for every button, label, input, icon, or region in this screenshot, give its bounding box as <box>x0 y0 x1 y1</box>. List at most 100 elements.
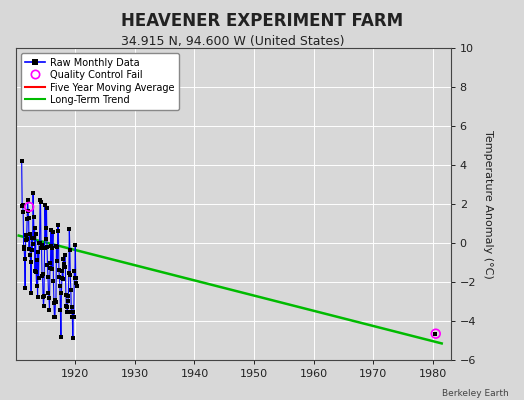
Point <box>54 227 62 234</box>
Point <box>59 276 67 282</box>
Point <box>38 271 47 277</box>
Point <box>35 240 43 246</box>
Point <box>49 229 57 236</box>
Point <box>51 314 59 321</box>
Point <box>63 298 72 304</box>
Point <box>58 275 66 281</box>
Point <box>35 275 43 281</box>
Point <box>36 197 44 204</box>
Point <box>69 309 78 315</box>
Point <box>31 231 40 237</box>
Point <box>19 244 28 250</box>
Point <box>50 314 59 320</box>
Point <box>34 294 42 300</box>
Point <box>67 309 75 315</box>
Point <box>24 197 32 204</box>
Point <box>65 226 73 232</box>
Point <box>70 268 79 275</box>
Point <box>23 216 31 222</box>
Title: 34.915 N, 94.600 W (United States): 34.915 N, 94.600 W (United States) <box>122 35 345 48</box>
Point <box>27 235 36 241</box>
Point <box>45 295 53 301</box>
Point <box>40 293 48 299</box>
Point <box>27 290 35 296</box>
Point <box>52 299 60 306</box>
Point <box>72 279 81 286</box>
Point <box>66 272 74 278</box>
Point <box>40 244 49 251</box>
Point <box>44 274 52 280</box>
Point <box>20 256 29 262</box>
Point <box>25 204 34 210</box>
Point <box>30 225 39 232</box>
Point <box>37 245 45 251</box>
Text: Berkeley Earth: Berkeley Earth <box>442 389 508 398</box>
Point <box>64 270 73 276</box>
Point <box>42 205 51 211</box>
Point <box>29 190 37 196</box>
Point <box>60 261 68 268</box>
Point <box>57 290 66 297</box>
Point <box>62 303 71 309</box>
Point <box>58 268 67 274</box>
Point <box>53 258 61 264</box>
Point <box>18 202 27 209</box>
Point <box>54 267 63 273</box>
Legend: Raw Monthly Data, Quality Control Fail, Five Year Moving Average, Long-Term Tren: Raw Monthly Data, Quality Control Fail, … <box>20 53 179 110</box>
Point <box>63 303 71 310</box>
Point <box>28 240 37 247</box>
Point <box>57 334 65 340</box>
Point <box>62 292 70 298</box>
Point <box>52 243 61 250</box>
Point <box>49 277 58 284</box>
Point <box>39 303 48 310</box>
Point <box>32 283 41 290</box>
Point <box>41 225 50 231</box>
Point <box>53 243 62 250</box>
Point <box>68 304 76 310</box>
Point <box>71 242 80 249</box>
Point <box>63 309 72 315</box>
Text: HEAVENER EXPERIMENT FARM: HEAVENER EXPERIMENT FARM <box>121 12 403 30</box>
Point <box>67 287 75 294</box>
Point <box>73 283 81 290</box>
Point <box>60 264 69 270</box>
Point <box>19 209 27 216</box>
Point <box>66 246 74 253</box>
Point <box>61 264 70 270</box>
Point <box>21 236 30 243</box>
Point <box>43 244 51 250</box>
Point <box>30 235 38 241</box>
Point <box>72 275 80 282</box>
Point <box>70 314 78 320</box>
Point <box>39 294 47 300</box>
Point <box>31 267 39 274</box>
Point <box>46 260 54 266</box>
Point <box>34 248 42 255</box>
Point <box>61 252 69 258</box>
Point <box>68 314 77 320</box>
Point <box>25 246 34 253</box>
Point <box>45 290 53 296</box>
Point <box>45 307 53 313</box>
Point <box>37 242 46 249</box>
Point <box>26 231 34 237</box>
Point <box>47 227 55 233</box>
Point <box>26 259 35 266</box>
Point <box>54 222 62 228</box>
Point <box>59 256 68 262</box>
Point <box>35 240 43 246</box>
Point <box>69 334 77 341</box>
Point <box>33 257 41 264</box>
Point <box>56 282 64 289</box>
Point <box>18 203 26 210</box>
Point <box>25 214 33 221</box>
Point <box>20 246 28 252</box>
Point <box>48 244 57 251</box>
Point <box>56 306 64 313</box>
Point <box>50 300 58 306</box>
Point <box>71 275 79 281</box>
Point <box>32 268 40 275</box>
Point <box>17 158 26 164</box>
Point <box>36 199 45 206</box>
